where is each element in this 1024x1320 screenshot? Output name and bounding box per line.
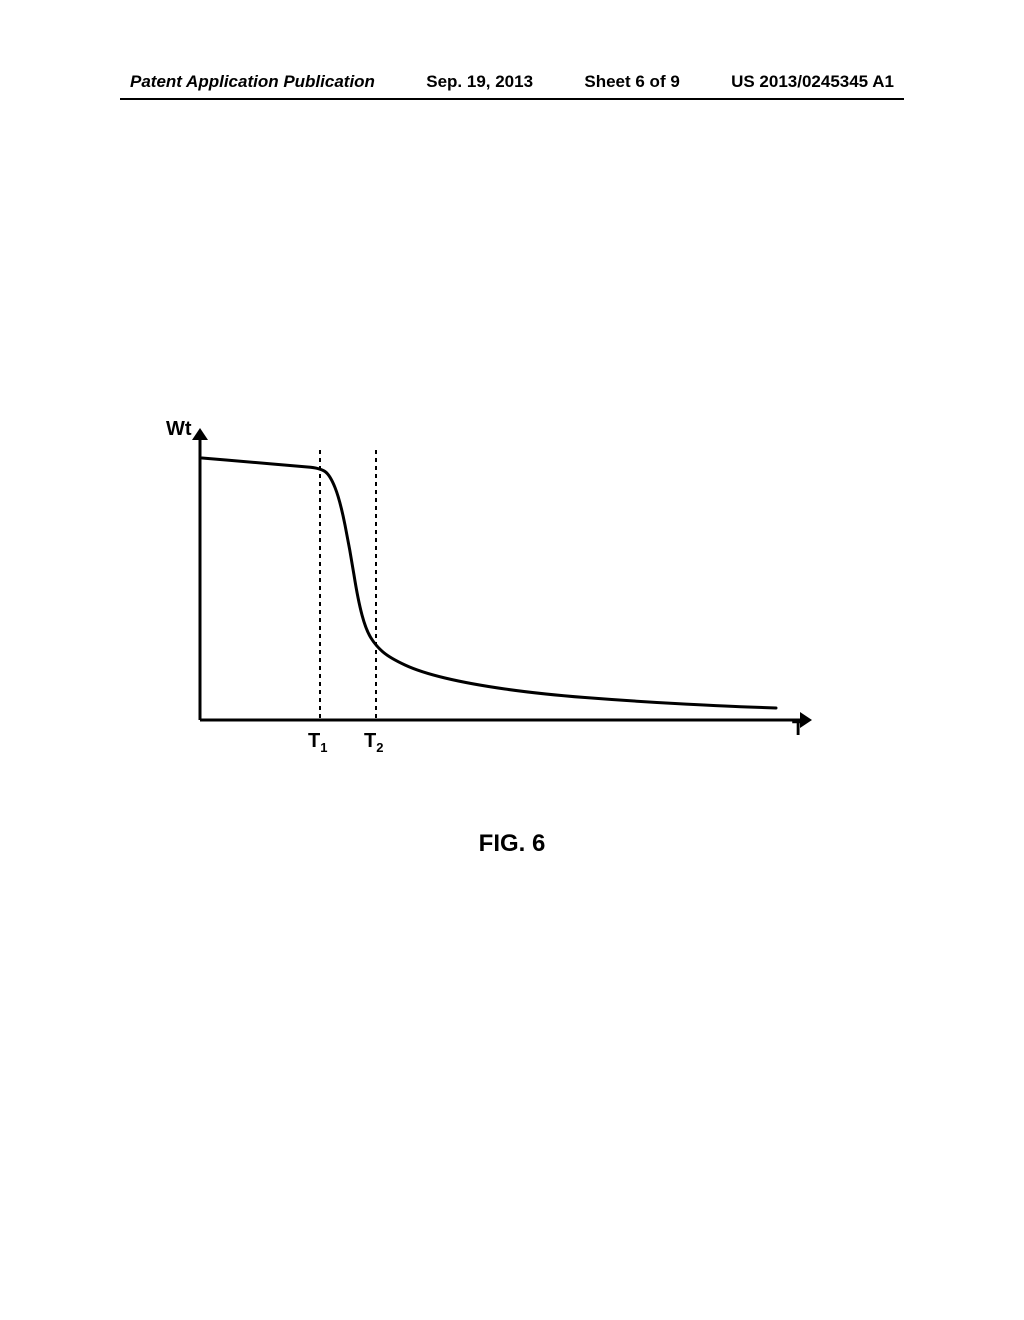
page-header: Patent Application Publication Sep. 19, … (0, 72, 1024, 92)
document-number: US 2013/0245345 A1 (731, 72, 894, 92)
tick-label-t2: T2 (364, 730, 383, 755)
header-rule (120, 98, 904, 100)
tga-chart: Wt T T1 T2 (180, 420, 820, 800)
publication-label: Patent Application Publication (130, 72, 375, 92)
tick-label-t1: T1 (308, 730, 327, 755)
y-axis-label: Wt (166, 418, 192, 441)
publication-date: Sep. 19, 2013 (426, 72, 533, 92)
chart-svg (180, 420, 820, 760)
figure-caption: FIG. 6 (0, 830, 1024, 858)
sheet-number: Sheet 6 of 9 (584, 72, 679, 92)
x-axis-label: T (792, 718, 804, 741)
